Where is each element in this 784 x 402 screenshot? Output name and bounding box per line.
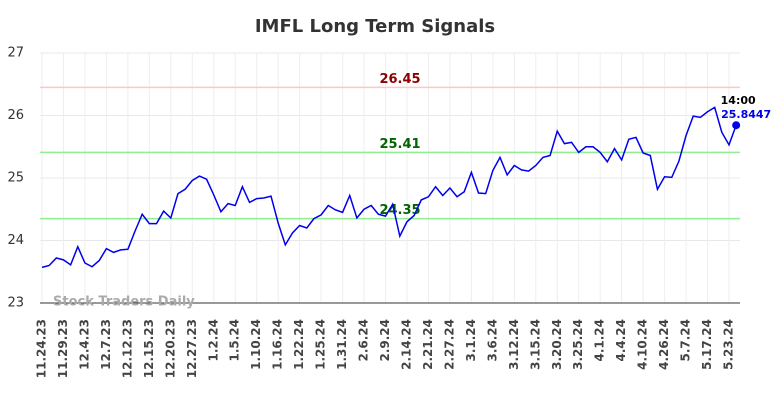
x-tick-label: 12.15.23 <box>142 319 156 378</box>
y-tick-label: 23 <box>7 296 24 311</box>
x-tick-label: 5.23.24 <box>722 319 736 370</box>
last-time: 14:00 <box>721 94 756 107</box>
x-tick-label: 11.29.23 <box>56 319 70 378</box>
x-tick-label: 2.9.24 <box>378 319 392 362</box>
x-tick-label: 1.16.24 <box>271 319 285 370</box>
y-tick-label: 27 <box>7 46 24 61</box>
x-tick-label: 4.1.24 <box>593 319 607 362</box>
y-tick-label: 26 <box>7 108 24 123</box>
x-tick-label: 5.7.24 <box>679 319 693 362</box>
y-tick-label: 25 <box>7 171 24 186</box>
x-tick-label: 12.12.23 <box>120 319 134 378</box>
x-tick-label: 2.14.24 <box>399 319 413 370</box>
signal-label: 25.41 <box>379 137 420 152</box>
signal-label: 24.35 <box>379 203 420 218</box>
last-value: 25.8447 <box>721 108 771 121</box>
x-tick-label: 12.27.23 <box>185 319 199 378</box>
x-tick-label: 2.6.24 <box>357 319 371 362</box>
signal-label: 26.45 <box>379 72 420 87</box>
watermark: Stock Traders Daily <box>53 295 195 310</box>
x-tick-label: 12.4.23 <box>77 319 91 370</box>
x-tick-label: 4.10.24 <box>636 319 650 370</box>
x-tick-label: 1.2.24 <box>206 319 220 362</box>
x-tick-label: 3.6.24 <box>485 319 499 362</box>
x-tick-label: 2.21.24 <box>421 319 435 370</box>
x-tick-label: 3.12.24 <box>507 319 521 370</box>
x-tick-label: 11.24.23 <box>35 319 49 378</box>
x-tick-label: 1.31.24 <box>335 319 349 370</box>
x-tick-label: 2.27.24 <box>442 319 456 370</box>
x-tick-label: 1.10.24 <box>249 319 263 370</box>
chart-title: IMFL Long Term Signals <box>255 16 495 37</box>
x-tick-label: 3.20.24 <box>550 319 564 370</box>
x-tick-label: 3.1.24 <box>464 319 478 362</box>
x-tick-label: 1.5.24 <box>228 319 242 362</box>
x-tick-label: 4.26.24 <box>657 319 671 370</box>
price-line <box>41 106 737 269</box>
x-tick-label: 5.17.24 <box>700 319 714 370</box>
y-tick-label: 24 <box>7 233 24 248</box>
x-tick-label: 12.20.23 <box>163 319 177 378</box>
x-tick-label: 1.22.24 <box>292 319 306 370</box>
x-tick-label: 12.7.23 <box>99 319 113 370</box>
last-point <box>732 121 741 130</box>
x-tick-label: 1.25.24 <box>314 319 328 370</box>
x-tick-label: 3.25.24 <box>571 319 585 370</box>
x-tick-label: 3.15.24 <box>528 319 542 370</box>
x-tick-label: 4.4.24 <box>614 319 628 362</box>
